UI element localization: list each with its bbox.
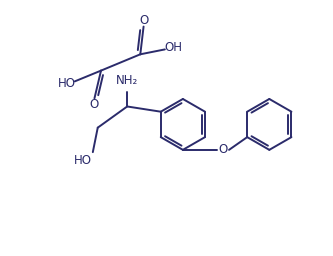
Text: O: O <box>139 14 148 27</box>
Text: NH₂: NH₂ <box>116 74 138 87</box>
Text: O: O <box>218 143 228 156</box>
Text: O: O <box>90 98 99 111</box>
Text: HO: HO <box>74 154 92 167</box>
Text: HO: HO <box>58 77 76 90</box>
Text: OH: OH <box>164 41 182 54</box>
